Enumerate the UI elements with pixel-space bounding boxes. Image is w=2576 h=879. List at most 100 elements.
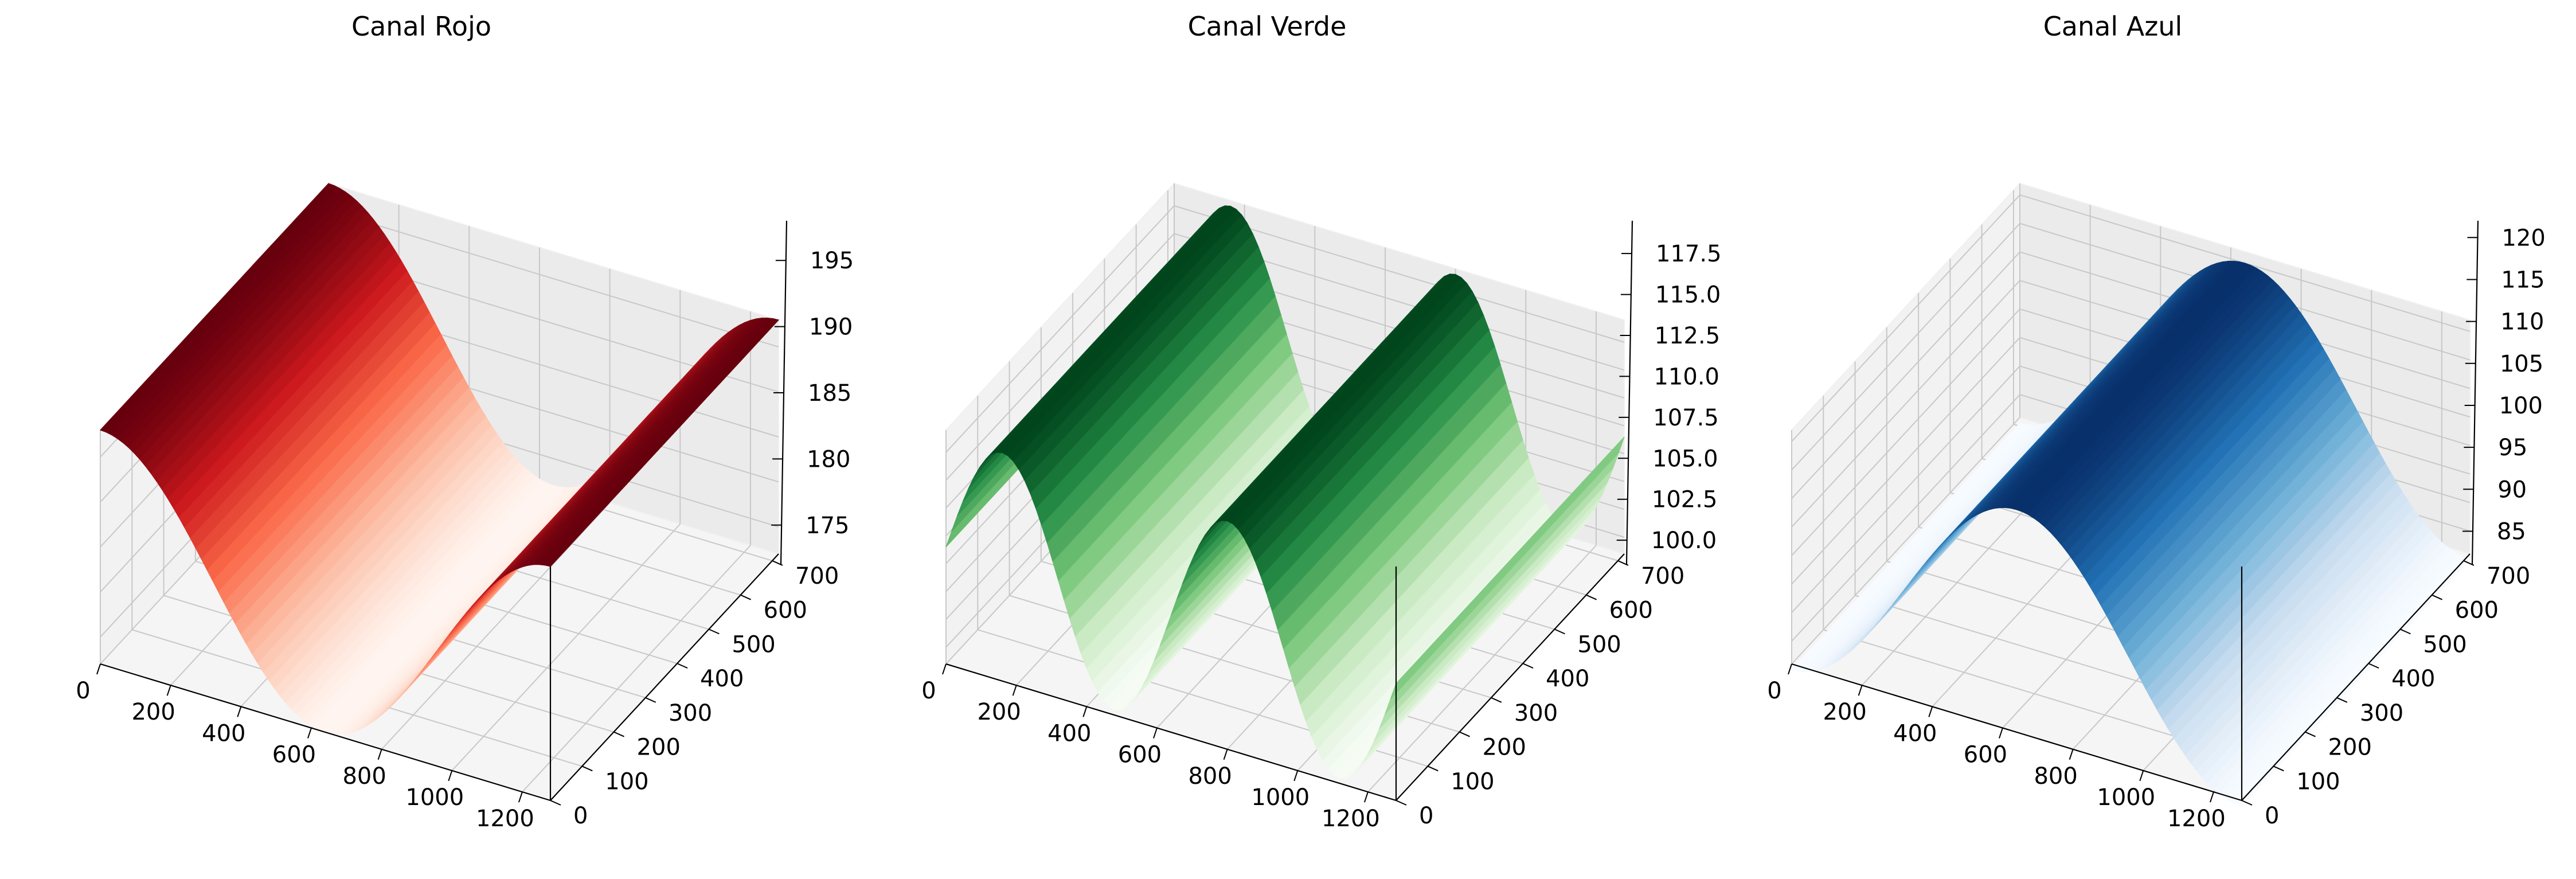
x-tick-mark	[2069, 749, 2074, 760]
surface-facet	[544, 544, 570, 567]
x-tick-mark	[1363, 791, 1369, 803]
grid-line-z	[1791, 251, 2020, 499]
x-tick-label: 800	[342, 763, 386, 790]
y-tick-label: 400	[2391, 666, 2435, 692]
y-axis-line	[2241, 553, 2471, 801]
z-tick-label: 107.5	[1653, 405, 1719, 431]
y-tick-mark	[2336, 697, 2348, 703]
x-tick-label: 1200	[1322, 806, 1380, 832]
y-tick-label: 600	[1609, 597, 1653, 624]
y-tick-label: 500	[2423, 631, 2466, 658]
grid-line-z	[328, 210, 779, 348]
z-tick-label: 95	[2498, 435, 2527, 461]
y-tick-mark	[740, 594, 752, 600]
x-axis-line	[1791, 663, 2242, 802]
z-tick-label: 180	[807, 446, 850, 472]
x-tick-label: 600	[1118, 742, 1162, 768]
subplot-2: 0 200 400 600 800 1000 1200 0 100 200 300 400 500 600…	[921, 11, 1721, 832]
x-tick-label: 400	[202, 720, 245, 747]
chart-title: Canal Verde	[1188, 11, 1347, 42]
x-tick-mark	[518, 791, 523, 803]
z-tick-label: 110	[2500, 309, 2544, 335]
y-tick-label: 200	[1483, 735, 1526, 761]
x-tick-mark	[166, 685, 171, 696]
y-tick-mark	[708, 628, 720, 635]
y-tick-mark	[677, 663, 688, 669]
z-tick-label: 185	[808, 380, 851, 407]
grid-line-z	[1791, 308, 2020, 556]
x-tick-mark	[96, 663, 101, 675]
y-tick-mark	[581, 765, 593, 772]
x-tick-label: 400	[1893, 720, 1937, 747]
y-tick-label: 100	[2296, 768, 2340, 795]
y-tick-label: 0	[1419, 803, 1433, 829]
grid-line-z	[1791, 337, 2020, 585]
x-tick-label: 0	[921, 678, 936, 704]
z-tick-label: 100.0	[1651, 528, 1717, 554]
y-tick-label: 300	[1514, 700, 1558, 726]
y-tick-mark	[1396, 800, 1407, 806]
grid-line-z	[1791, 222, 2020, 471]
x-tick-label: 800	[2034, 763, 2077, 790]
x-tick-mark	[2209, 791, 2214, 803]
x-tick-label: 0	[1767, 678, 1781, 704]
chart-title: Canal Rojo	[351, 11, 491, 42]
grid-line-z	[1791, 194, 2020, 442]
grid-line-z	[1791, 280, 2020, 528]
y-tick-label: 400	[1546, 666, 1589, 692]
surface	[1791, 260, 2471, 807]
y-tick-mark	[1491, 697, 1502, 703]
surface	[945, 205, 1625, 779]
y-tick-label: 700	[795, 563, 839, 589]
grid-line-z	[945, 233, 1175, 481]
y-tick-mark	[2432, 594, 2443, 600]
x-tick-label: 800	[1188, 763, 1232, 790]
y-tick-label: 0	[573, 803, 588, 829]
x-tick-mark	[377, 749, 382, 760]
z-tick-label: 105	[2500, 351, 2543, 377]
x-tick-mark	[1293, 770, 1299, 782]
subplot-1: 0 200 400 600 800 1000 1200 0 100 200 300 400 500 600…	[76, 11, 854, 832]
y-tick-mark	[550, 800, 561, 806]
x-tick-label: 1200	[476, 806, 534, 832]
z-tick-label: 110.0	[1654, 364, 1719, 390]
z-tick-label: 105.0	[1652, 446, 1718, 472]
x-tick-mark	[307, 728, 312, 739]
z-tick-label: 117.5	[1656, 241, 1722, 267]
x-tick-mark	[2139, 770, 2144, 782]
x-axis-line	[100, 663, 551, 802]
x-tick-label: 1000	[2097, 784, 2155, 811]
x-tick-label: 200	[977, 699, 1021, 725]
x-tick-mark	[1012, 685, 1017, 696]
y-tick-label: 400	[700, 666, 744, 692]
x-tick-label: 1000	[1251, 784, 1310, 811]
x-tick-mark	[237, 706, 242, 717]
y-tick-mark	[2305, 731, 2316, 737]
y-tick-mark	[613, 731, 624, 737]
x-tick-mark	[1999, 728, 2003, 739]
z-tick-label: 120	[2502, 225, 2546, 251]
x-tick-label: 200	[131, 699, 175, 725]
y-tick-mark	[2241, 800, 2253, 806]
y-tick-mark	[1459, 731, 1470, 737]
z-tick-label: 102.5	[1652, 487, 1718, 513]
x-tick-mark	[1223, 749, 1228, 760]
z-tick-label: 175	[806, 513, 849, 539]
y-tick-mark	[2368, 663, 2379, 669]
z-tick-label: 115.0	[1655, 282, 1721, 308]
y-tick-label: 300	[669, 700, 712, 726]
x-tick-mark	[1153, 728, 1158, 739]
x-tick-mark	[448, 770, 453, 782]
y-tick-mark	[645, 697, 656, 703]
z-tick-label: 112.5	[1655, 323, 1721, 349]
z-axis-spine	[2471, 220, 2479, 565]
y-tick-label: 500	[1577, 631, 1621, 658]
x-tick-label: 600	[1964, 742, 2007, 768]
grid-line-z	[1791, 394, 2020, 642]
x-tick-label: 0	[76, 678, 90, 704]
y-tick-label: 200	[637, 735, 681, 761]
x-tick-label: 400	[1047, 720, 1091, 747]
x-tick-mark	[1858, 685, 1863, 696]
x-tick-mark	[942, 663, 947, 675]
